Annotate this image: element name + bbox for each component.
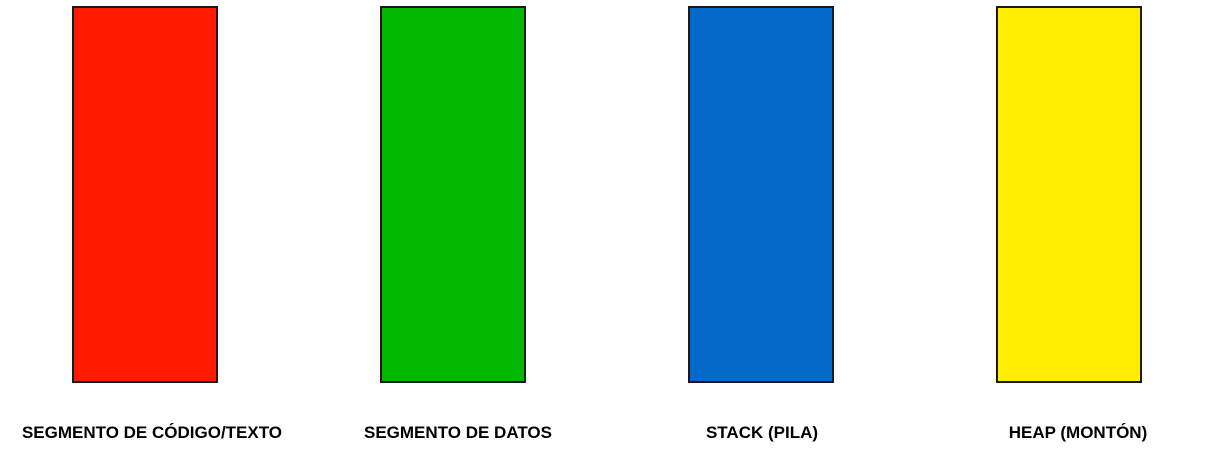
heap-segment-label: HEAP (MONTÓN) bbox=[1008, 423, 1148, 442]
stack-segment-label: STACK (PILA) bbox=[705, 423, 819, 442]
data-segment-label: SEGMENTO DE DATOS bbox=[364, 423, 552, 442]
heap-segment-block bbox=[996, 6, 1142, 383]
stack-segment-block bbox=[688, 6, 834, 383]
code-text-segment-label: SEGMENTO DE CÓDIGO/TEXTO bbox=[21, 423, 283, 442]
data-segment-block bbox=[380, 6, 526, 383]
code-text-segment-block bbox=[72, 6, 218, 383]
